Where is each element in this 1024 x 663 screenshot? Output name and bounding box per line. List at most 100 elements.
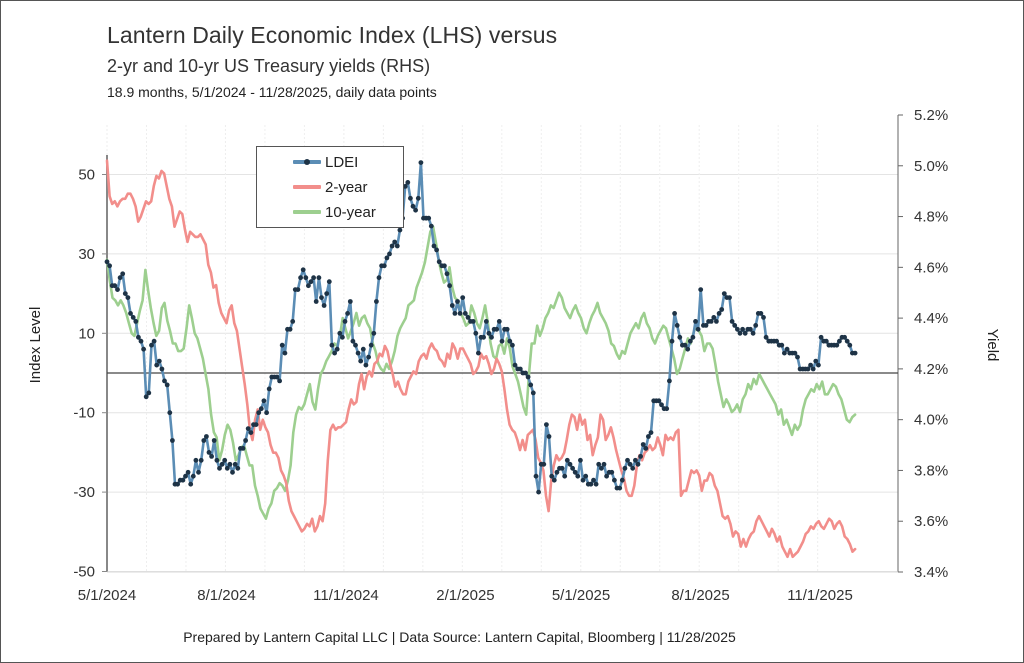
ldei-point bbox=[619, 477, 625, 483]
ldei-point bbox=[258, 406, 264, 412]
legend-item-10-year: 10-year bbox=[257, 201, 376, 223]
ldei-point bbox=[667, 378, 672, 384]
ldei-point bbox=[455, 299, 460, 304]
ldei-point bbox=[175, 481, 181, 487]
ldei-point bbox=[206, 450, 212, 455]
ldei-point bbox=[750, 330, 756, 336]
ldei-point bbox=[630, 465, 636, 471]
ldei-point bbox=[544, 422, 549, 427]
left-tick-label: -30 bbox=[73, 484, 95, 501]
ldei-point bbox=[345, 311, 350, 316]
ldei-point bbox=[643, 446, 649, 451]
ldei-point bbox=[394, 243, 400, 249]
ldei-point bbox=[742, 330, 748, 336]
ldei-point bbox=[133, 319, 139, 324]
ldei-point bbox=[481, 334, 486, 340]
ldei-point bbox=[612, 477, 617, 483]
ldei-point bbox=[115, 287, 120, 292]
ldei-point bbox=[196, 469, 201, 475]
ldei-point bbox=[674, 323, 680, 328]
right-tick-label: 4.6% bbox=[914, 259, 948, 276]
ldei-point bbox=[714, 319, 719, 324]
ldei-point bbox=[253, 422, 259, 427]
ldei-point bbox=[818, 334, 824, 340]
ldei-point bbox=[214, 457, 220, 463]
ldei-point bbox=[499, 338, 505, 344]
ldei-point bbox=[366, 354, 371, 360]
ldei-point bbox=[729, 319, 735, 324]
ldei-point bbox=[405, 180, 411, 185]
ldei-point bbox=[274, 374, 280, 380]
ldei-point bbox=[549, 473, 555, 479]
chart-title: Lantern Daily Economic Index (LHS) versu… bbox=[107, 22, 558, 48]
chart-date-range: 18.9 months, 5/1/2024 - 11/28/2025, dail… bbox=[107, 84, 437, 100]
ldei-point bbox=[240, 446, 246, 451]
ldei-point bbox=[337, 330, 343, 336]
ldei-point bbox=[685, 346, 691, 352]
right-axis-title: Yield bbox=[984, 329, 1001, 362]
ldei-point bbox=[554, 469, 560, 475]
ldei-point bbox=[842, 334, 847, 340]
ldei-point bbox=[306, 283, 311, 289]
x-tick-label: 2/1/2025 bbox=[436, 587, 494, 604]
ldei-point bbox=[784, 346, 790, 352]
ldei-point bbox=[486, 330, 492, 336]
ldei-point bbox=[227, 461, 233, 467]
ldei-point bbox=[167, 410, 173, 416]
ldei-point bbox=[638, 454, 643, 459]
ldei-point bbox=[188, 481, 194, 487]
ldei-point bbox=[392, 239, 398, 245]
ldei-point bbox=[363, 362, 369, 368]
ldei-point bbox=[567, 461, 573, 467]
ldei-point bbox=[204, 434, 209, 439]
ldei-point bbox=[852, 350, 858, 356]
ldei-point bbox=[389, 243, 395, 249]
ldei-point bbox=[374, 299, 379, 304]
ldei-point bbox=[473, 330, 479, 336]
ldei-point bbox=[578, 457, 583, 463]
ldei-point bbox=[551, 477, 557, 483]
x-tick-label: 8/1/2025 bbox=[671, 587, 729, 604]
ldei-point bbox=[564, 457, 570, 463]
ldei-point bbox=[823, 338, 829, 344]
ldei-point bbox=[575, 473, 581, 479]
ldei-point bbox=[141, 346, 147, 352]
ldei-point bbox=[528, 382, 534, 388]
ldei-point bbox=[810, 366, 816, 372]
ldei-point bbox=[640, 442, 646, 447]
ldei-point bbox=[695, 326, 701, 332]
ldei-point bbox=[774, 338, 779, 344]
ldei-point bbox=[387, 251, 392, 257]
ldei-point bbox=[381, 263, 387, 269]
ldei-point bbox=[149, 342, 154, 348]
legend: LDEI 2-year 10-year bbox=[256, 146, 404, 228]
ldei-point bbox=[572, 469, 578, 475]
ldei-point bbox=[117, 275, 123, 281]
ldei-point bbox=[570, 465, 575, 471]
ldei-point bbox=[408, 195, 413, 201]
ldei-point bbox=[436, 259, 442, 265]
ldei-point bbox=[816, 362, 821, 368]
x-tick-label: 11/1/2024 bbox=[313, 587, 379, 604]
ldei-point bbox=[397, 227, 403, 233]
ldei-point bbox=[311, 275, 316, 281]
ldei-point bbox=[232, 461, 238, 467]
ldei-point bbox=[470, 319, 476, 324]
right-tick-label: 3.4% bbox=[914, 564, 948, 581]
ldei-point bbox=[316, 275, 322, 281]
ldei-point bbox=[737, 330, 743, 336]
ldei-point bbox=[711, 315, 717, 320]
ldei-point bbox=[442, 263, 447, 269]
line-2-year bbox=[105, 159, 857, 559]
ldei-point bbox=[230, 469, 235, 475]
ldei-point bbox=[308, 279, 314, 285]
ldei-point bbox=[243, 438, 249, 443]
ldei-point bbox=[415, 195, 421, 201]
ldei-point bbox=[669, 338, 675, 344]
ldei-point bbox=[164, 382, 170, 388]
ldei-point bbox=[170, 438, 175, 443]
ldei-point bbox=[457, 311, 463, 316]
ldei-point bbox=[355, 350, 361, 356]
ldei-point bbox=[324, 291, 330, 296]
ldei-point bbox=[154, 362, 160, 368]
